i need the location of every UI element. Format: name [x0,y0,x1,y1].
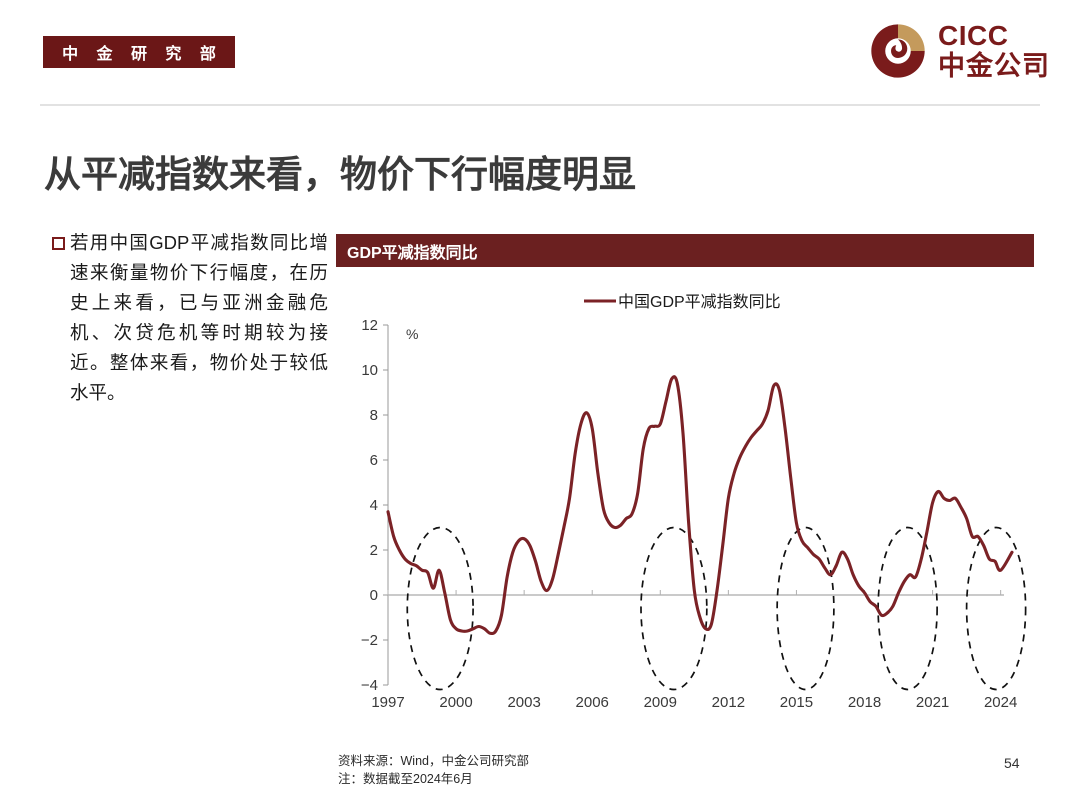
highlight-ellipse-annotation [776,526,835,691]
research-department-badge: 中 金 研 究 部 [43,36,235,68]
x-axis-tick-label: 2006 [576,694,609,711]
x-axis-tick-label: 2018 [848,694,881,711]
highlight-ellipse-annotation [406,526,474,691]
highlight-ellipse-annotation [877,526,938,691]
research-department-badge-label: 中 金 研 究 部 [62,46,223,63]
x-axis-tick-label: 2009 [644,694,677,711]
y-axis-tick-label: 8 [370,407,378,424]
x-axis-tick-label: 2021 [916,694,949,711]
list-item-label: 若用中国GDP平减指数同比增速来衡量物价下行幅度，在历史上来看，已与亚洲金融危机… [70,232,328,403]
y-axis-tick-label: 4 [370,497,378,514]
x-axis-tick-label: 2015 [780,694,813,711]
highlight-ellipse-annotation [640,526,708,691]
y-axis-unit-label: % [406,326,418,342]
cicc-logo: CICC 中金公司 [869,22,1050,80]
y-axis-tick-label: 0 [370,587,378,604]
y-axis-tick-label: 10 [361,362,378,379]
x-axis-tick-label: 2024 [984,694,1017,711]
highlight-ellipse-annotation [965,526,1027,691]
y-axis-tick-label: 6 [370,452,378,469]
list-item: 若用中国GDP平减指数同比增速来衡量物价下行幅度，在历史上来看，已与亚洲金融危机… [52,228,328,408]
chart-panel: GDP平减指数同比 −4 −2 0 2 4 6 8 10 12 1997 2000 2003 2006 2… [336,234,1034,737]
x-axis-tick-label: 1997 [371,694,404,711]
chart-data-note: 注：数据截至2024年6月 [338,772,473,787]
series-line [386,375,1014,636]
header-divider [40,104,1040,106]
chart-footnote: 资料来源：Wind，中金公司研究部 注：数据截至2024年6月 [338,752,529,788]
y-axis-tick-label: 12 [361,317,378,334]
bullet-list: 若用中国GDP平减指数同比增速来衡量物价下行幅度，在历史上来看，已与亚洲金融危机… [52,228,328,408]
cicc-ring-logo-icon [871,24,925,78]
legend-label: 中国GDP平减指数同比 [618,293,781,311]
cicc-logo-text-cn: 中金公司 [938,51,1050,81]
chart-plot-area: −4 −2 0 2 4 6 8 10 12 1997 2000 2003 2006 2009 2012 201… [336,267,1034,737]
page-number: 54 [1004,755,1020,771]
chart-source-note: 资料来源：Wind，中金公司研究部 [338,754,529,768]
x-axis-tick-label: 2000 [439,694,472,711]
y-axis-tick-label: −4 [361,677,378,694]
y-axis-tick-label: 2 [370,542,378,559]
x-axis-tick-label: 2003 [507,694,540,711]
gdp-deflator-line-chart: −4 −2 0 2 4 6 8 10 12 1997 2000 2003 2006 2009 2012 201… [361,293,1027,711]
square-bullet-icon [52,237,65,250]
chart-title: GDP平减指数同比 [347,244,478,262]
cicc-logo-text: CICC 中金公司 [938,22,1050,80]
y-axis-tick-label: −2 [361,632,378,649]
page-title: 从平减指数来看，物价下行幅度明显 [44,154,636,195]
x-axis-tick-label: 2012 [712,694,745,711]
cicc-logo-text-en: CICC [938,20,1009,51]
chart-title-bar: GDP平减指数同比 [336,234,1034,267]
